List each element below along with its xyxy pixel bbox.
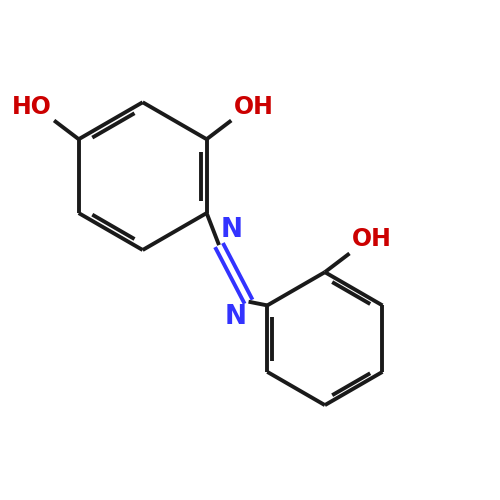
Text: OH: OH bbox=[352, 228, 392, 252]
Text: N: N bbox=[224, 304, 246, 330]
Text: N: N bbox=[221, 217, 243, 243]
Text: HO: HO bbox=[12, 94, 51, 118]
Text: OH: OH bbox=[234, 94, 274, 118]
